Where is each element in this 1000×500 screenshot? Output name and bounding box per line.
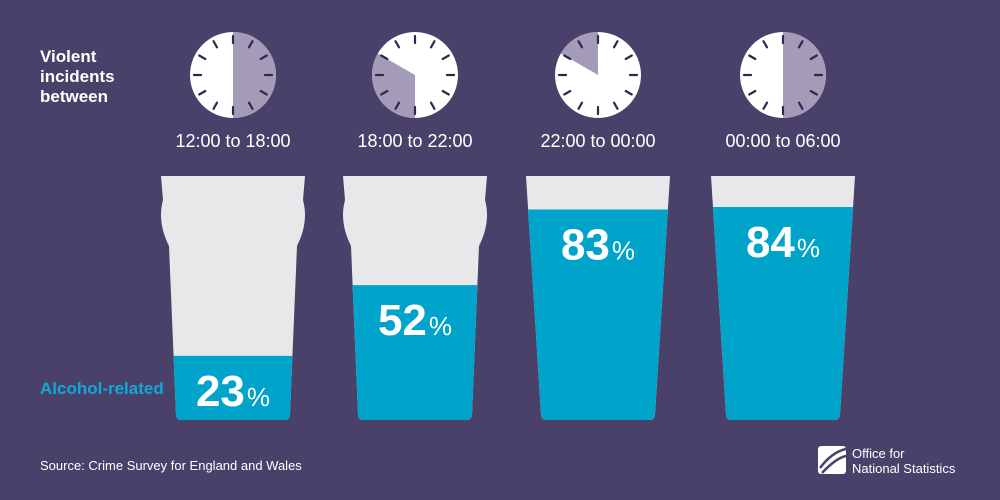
time-range-label: 22:00 to 00:00 bbox=[540, 131, 655, 151]
pint-glass: 23% bbox=[161, 176, 305, 420]
clock-icon bbox=[555, 32, 641, 118]
clock-tick bbox=[612, 40, 619, 49]
series-label: Alcohol-related bbox=[40, 379, 164, 398]
clock-time-span bbox=[560, 32, 598, 75]
clock-tick bbox=[212, 40, 219, 49]
clock-time-span bbox=[371, 53, 415, 118]
clock-tick bbox=[247, 40, 254, 49]
data-label: 83% bbox=[561, 220, 635, 269]
clock-tick bbox=[259, 54, 268, 61]
clock-tick bbox=[612, 101, 619, 110]
clock-tick bbox=[577, 101, 584, 110]
clock-tick bbox=[429, 40, 436, 49]
clock-tick bbox=[809, 89, 818, 96]
clock-tick bbox=[762, 40, 769, 49]
clock-tick bbox=[797, 40, 804, 49]
pint-glass: 83% bbox=[526, 176, 670, 420]
time-range-label: 18:00 to 22:00 bbox=[357, 131, 472, 151]
clock-tick bbox=[394, 101, 401, 110]
clock-tick bbox=[198, 89, 207, 96]
ons-logo-icon bbox=[818, 446, 847, 474]
clock-icon bbox=[190, 32, 276, 118]
clock-time-span bbox=[783, 32, 826, 118]
clock-icon bbox=[740, 32, 826, 118]
row-label: Violent incidents between bbox=[40, 47, 115, 106]
clock-tick bbox=[563, 89, 572, 96]
data-label: 52% bbox=[378, 296, 452, 345]
clock-tick bbox=[797, 101, 804, 110]
row-label-line-1: Violent bbox=[40, 47, 97, 66]
logo-line-1: Office for bbox=[852, 446, 905, 461]
data-label: 23% bbox=[196, 367, 270, 416]
clock-icon bbox=[371, 32, 458, 118]
clock-tick bbox=[441, 89, 450, 96]
clocks: 12:00 to 18:00 18:00 to 22:00 22:00 to 00:… bbox=[175, 32, 841, 151]
clock-tick bbox=[809, 54, 818, 61]
clock-tick bbox=[577, 40, 584, 49]
clock-tick bbox=[762, 101, 769, 110]
clock-tick bbox=[212, 101, 219, 110]
row-label-line-3: between bbox=[40, 87, 108, 106]
clock-tick bbox=[259, 89, 268, 96]
clock-tick bbox=[394, 40, 401, 49]
data-label: 84% bbox=[746, 218, 820, 267]
clock-tick bbox=[624, 54, 633, 61]
clock-tick bbox=[380, 54, 389, 61]
ons-logo: Office for National Statistics bbox=[818, 446, 956, 476]
source-note: Source: Crime Survey for England and Wal… bbox=[40, 458, 302, 473]
logo-line-2: National Statistics bbox=[852, 461, 956, 476]
bar bbox=[343, 285, 487, 420]
clock-tick bbox=[380, 89, 389, 96]
clock-tick bbox=[198, 54, 207, 61]
pint-glass: 52% bbox=[343, 176, 487, 420]
bar bbox=[711, 207, 855, 420]
clock-tick bbox=[429, 101, 436, 110]
row-label-line-2: incidents bbox=[40, 67, 115, 86]
glasses: 23% 52% 83% 84% bbox=[161, 176, 855, 420]
clock-tick bbox=[563, 54, 572, 61]
bar bbox=[161, 355, 305, 420]
bar bbox=[526, 209, 670, 420]
clock-time-span bbox=[233, 32, 276, 118]
pint-glass: 84% bbox=[711, 176, 855, 420]
time-range-label: 00:00 to 06:00 bbox=[725, 131, 840, 151]
clock-tick bbox=[247, 101, 254, 110]
clock-tick bbox=[441, 54, 450, 61]
clock-tick bbox=[624, 89, 633, 96]
clock-tick bbox=[748, 54, 757, 61]
time-range-label: 12:00 to 18:00 bbox=[175, 131, 290, 151]
clock-tick bbox=[748, 89, 757, 96]
